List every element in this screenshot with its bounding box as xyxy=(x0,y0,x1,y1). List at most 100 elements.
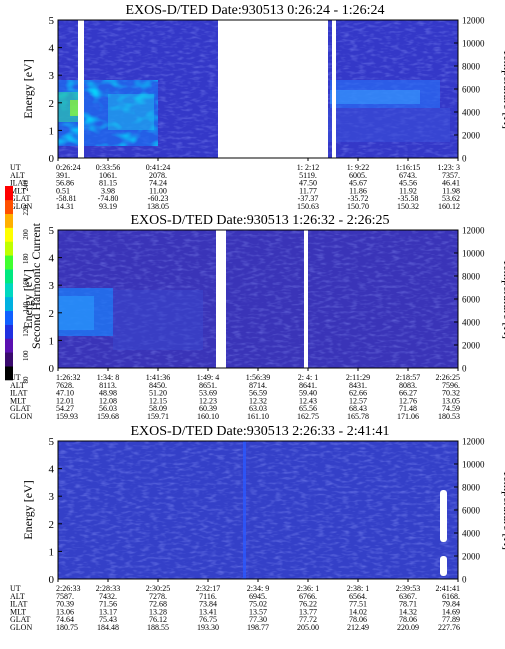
ephemeris-cell: 78.06 xyxy=(349,615,367,624)
y2-tick-label: 4000 xyxy=(462,318,481,328)
ephemeris-cell: 53.62 xyxy=(442,194,460,203)
ephemeris-cell: 14.32 xyxy=(399,607,417,616)
color-bar: 80 100 120 140 160 180 200 220 240 Second Harmon… xyxy=(5,180,43,384)
ephemeris-cell: 7278. xyxy=(149,592,167,601)
ephemeris-cell: 0:26:24 xyxy=(56,163,80,172)
color-bar-swatch xyxy=(5,283,13,298)
ephemeris-cell: 6945. xyxy=(249,592,267,601)
ephemeris-cell: 58.09 xyxy=(149,404,167,413)
ephemeris-cell: 47.10 xyxy=(56,389,74,398)
y-tick-label: 2 xyxy=(49,98,55,110)
ephemeris-cell: 180.53 xyxy=(438,412,460,421)
ephemeris-row-label: GLON xyxy=(10,412,32,421)
ephemeris-cell: 73.84 xyxy=(199,600,217,609)
color-bar-swatch xyxy=(5,227,13,242)
ephemeris-cell: 193.30 xyxy=(197,623,219,632)
ephemeris-cell: 81.15 xyxy=(99,179,117,188)
ephemeris-cell: 76.75 xyxy=(199,615,217,624)
ephemeris-cell: 184.48 xyxy=(97,623,119,632)
color-bar-swatches xyxy=(5,186,13,381)
ephemeris-cell: 12.76 xyxy=(399,396,417,405)
ephemeris-cell: -58.81 xyxy=(56,194,77,203)
ephemeris-cell: 1:56:39 xyxy=(246,373,270,382)
ephemeris-cell: 7116. xyxy=(199,592,217,601)
ephemeris-cell: 159.71 xyxy=(147,412,169,421)
y-tick-label: 2 xyxy=(49,519,55,531)
ephemeris-row-label: MLT xyxy=(10,396,26,405)
data-gap xyxy=(332,20,336,158)
ephemeris-cell: 7357. xyxy=(442,171,460,180)
y2-tick-label: 2000 xyxy=(462,552,481,562)
panel-3-plot-area xyxy=(58,441,458,579)
ephemeris-cell: 12.57 xyxy=(349,396,367,405)
ephemeris-cell: 138.05 xyxy=(147,202,169,211)
ephemeris-cell: 1:41:36 xyxy=(146,373,170,382)
ephemeris-cell: 56.59 xyxy=(249,389,267,398)
ephemeris-cell: 45.56 xyxy=(399,179,417,188)
ephemeris-cell: 54.27 xyxy=(56,404,74,413)
ephemeris-cell: 71.48 xyxy=(399,404,417,413)
data-gap xyxy=(216,230,226,368)
y-tick-label: 4 xyxy=(49,464,55,476)
ephemeris-cell: 2:38: 1 xyxy=(347,584,369,593)
ephemeris-row-label: MLT xyxy=(10,607,26,616)
y-tick-label: 5 xyxy=(49,225,55,237)
ephemeris-cell: 0.51 xyxy=(56,186,70,195)
ephemeris-cell: 0:41:24 xyxy=(146,163,170,172)
ephemeris-cell: 8714. xyxy=(249,381,267,390)
ephemeris-cell: 56.03 xyxy=(99,404,117,413)
ephemeris-cell: 93.19 xyxy=(99,202,117,211)
y2-tick-label: 10000 xyxy=(462,460,485,470)
color-bar-tick-label: 160 xyxy=(22,277,30,288)
ephemeris-cell: 70.32 xyxy=(442,389,460,398)
ephemeris-cell: 11.98 xyxy=(442,186,460,195)
ephemeris-cell: 171.06 xyxy=(397,412,419,421)
ephemeris-cell: 6005. xyxy=(349,171,367,180)
data-gap xyxy=(304,230,308,368)
ephemeris-row-label: ALT xyxy=(10,171,25,180)
y-axis-label: Energy [eV] xyxy=(21,59,35,118)
ephemeris-cell: 78.71 xyxy=(399,600,417,609)
y-tick-label: 5 xyxy=(49,436,55,448)
y2-axis-label: Temperature [K] xyxy=(501,259,505,339)
ephemeris-cell: 13.05 xyxy=(442,396,460,405)
panel-3-title: EXOS-D/TED Date:930513 2:26:33 - 2:41:41 xyxy=(131,424,390,439)
ephemeris-cell: 1:49: 4 xyxy=(197,373,219,382)
ephemeris-cell: 188.55 xyxy=(147,623,169,632)
color-bar-tick-label: 80 xyxy=(22,376,30,384)
ephemeris-cell: 66.27 xyxy=(399,389,417,398)
ephemeris-cell: 1: 9:22 xyxy=(347,163,369,172)
ephemeris-cell: 2:30:25 xyxy=(146,584,170,593)
ephemeris-cell: 160.12 xyxy=(438,202,460,211)
ephemeris-cell: 8083. xyxy=(399,381,417,390)
ephemeris-cell: 2:34: 9 xyxy=(247,584,269,593)
ephemeris-cell: 227.76 xyxy=(438,623,460,632)
y2-tick-label: 12000 xyxy=(462,226,485,236)
y2-axis-label: Temperature [K] xyxy=(501,49,505,129)
ephemeris-cell: 12.23 xyxy=(199,396,217,405)
color-bar-tick-label: 140 xyxy=(22,302,30,313)
y-tick-label: 5 xyxy=(49,15,55,27)
ephemeris-row-label: GLON xyxy=(10,623,32,632)
ephemeris-cell: 6367. xyxy=(399,592,417,601)
ephemeris-cell: 60.39 xyxy=(199,404,217,413)
spectrogram-panel-3: EXOS-D/TED Date:930513 2:26:33 - 2:41:41… xyxy=(10,424,505,632)
color-bar-tick-label: 200 xyxy=(22,229,30,240)
ephemeris-cell: 59.40 xyxy=(299,389,317,398)
ephemeris-cell: -35.58 xyxy=(398,194,419,203)
y-tick-label: 3 xyxy=(49,491,55,503)
ephemeris-row-label: UT xyxy=(10,373,21,382)
ephemeris-cell: 71.56 xyxy=(99,600,117,609)
ephemeris-cell: 1:34: 8 xyxy=(97,373,119,382)
y-tick-label: 1 xyxy=(49,546,55,558)
ephemeris-cell: 79.84 xyxy=(442,600,460,609)
ephemeris-cell: 1: 2:12 xyxy=(297,163,319,172)
ephemeris-cell: 76.22 xyxy=(299,600,317,609)
ephemeris-cell: 56.86 xyxy=(56,179,74,188)
panel-2-axes: 0 1 2 3 4 5 0 2000 4000 6000 8000 10000 12000 Energy … xyxy=(21,225,505,375)
color-bar-tick-label: 120 xyxy=(22,326,30,337)
y-tick-label: 0 xyxy=(49,153,55,165)
panel-1-axes: 0 1 2 3 4 5 0 2000 4000 6000 8000 10000 12000 Energy … xyxy=(21,15,505,165)
ephemeris-cell: 78.06 xyxy=(399,615,417,624)
ephemeris-cell: 1:16:15 xyxy=(396,163,420,172)
